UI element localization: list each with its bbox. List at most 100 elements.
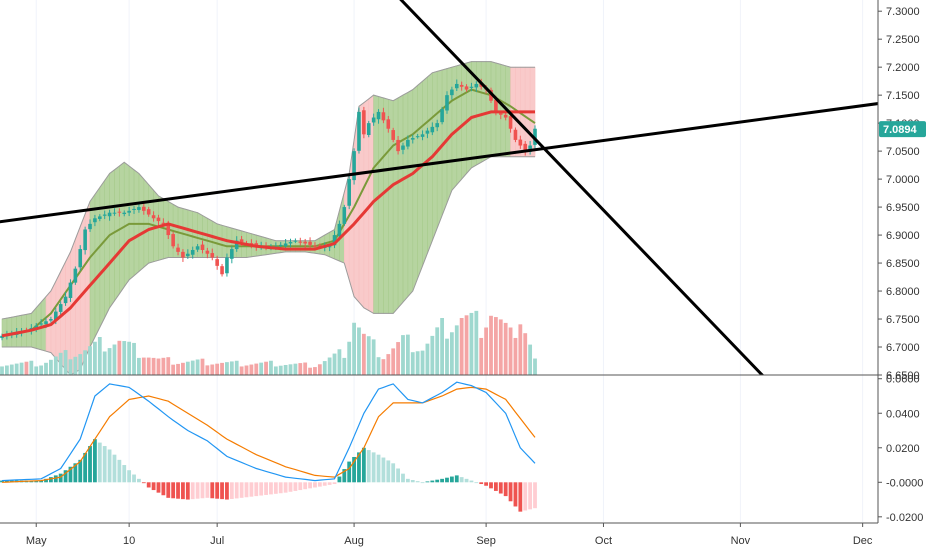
time-axis[interactable]: May 10 Jul Aug Sep Oct Nov Dec (26, 523, 873, 547)
macd-histogram-bar (352, 456, 356, 483)
candle-body (78, 249, 83, 268)
volume-bar (449, 332, 454, 375)
macd-histogram-bar (269, 482, 273, 495)
macd-histogram-bar (469, 480, 474, 483)
volume-bar (44, 362, 48, 375)
candle-body (112, 212, 117, 214)
macd-histogram-bar (322, 482, 327, 486)
band-segment (216, 223, 223, 258)
volume-bar (83, 350, 88, 375)
volume-bar (361, 333, 366, 375)
current-price-badge: 7.0894 (879, 121, 926, 138)
band-segment (378, 96, 384, 314)
macd-histogram-bar (303, 482, 308, 490)
band-segment (1, 317, 8, 348)
band-segment (89, 193, 96, 348)
candle-body (137, 207, 141, 210)
falling-trendline[interactable] (393, 0, 765, 378)
volume-bar (29, 360, 34, 375)
current-price-badge-background (879, 121, 926, 138)
macd-histogram-bar (454, 475, 459, 483)
macd-histogram-bar (425, 481, 430, 483)
macd-histogram-bar (181, 482, 185, 500)
macd-histogram-bar (518, 482, 523, 512)
volume-bar (366, 336, 371, 375)
candle-body (49, 319, 53, 321)
volume-bar (259, 362, 264, 375)
volume-bar (464, 315, 469, 375)
volume-bar (127, 341, 132, 375)
volume-bar (249, 364, 254, 375)
macd-histogram-bar (528, 482, 533, 510)
candle-body (508, 116, 513, 129)
band-segment (6, 316, 13, 348)
volume-bar (528, 344, 533, 375)
volume-bar (440, 318, 444, 375)
candle-body (498, 113, 503, 115)
macd-histogram-bar (347, 461, 352, 483)
volume-bar (420, 350, 425, 375)
candle-body (401, 145, 405, 150)
macd-histogram-bar (102, 446, 107, 483)
band-segment (456, 63, 462, 186)
volume-bar (117, 340, 122, 375)
volume-bar (410, 352, 415, 375)
macd-histogram-bar (151, 482, 156, 491)
macd-histogram-bar (249, 482, 254, 497)
candle-body (161, 222, 166, 224)
macd-histogram-bar (391, 463, 396, 483)
volume-bars (0, 310, 537, 375)
macd-histogram (0, 439, 537, 512)
macd-histogram-bar (410, 479, 415, 483)
volume-bar (317, 364, 322, 375)
macd-histogram-bar (229, 482, 234, 499)
volume-bar (88, 346, 92, 375)
volume-bar (19, 362, 24, 375)
candle-body (337, 223, 342, 237)
volume-bar (34, 366, 39, 375)
current-price-label: 7.0894 (883, 124, 918, 136)
candle-body (190, 250, 195, 255)
candle-body (318, 245, 322, 247)
macd-histogram-bar (122, 465, 127, 483)
macd-histogram-bar (200, 482, 205, 499)
candle-body (107, 212, 112, 217)
macd-histogram-bar (112, 454, 117, 483)
macd-histogram-bar (313, 482, 317, 488)
candle-body (518, 139, 523, 146)
volume-bar (151, 357, 156, 375)
candle-body (176, 247, 180, 252)
volume-bar (97, 337, 102, 375)
macd-histogram-bar (239, 482, 244, 498)
macd-histogram-bar (68, 466, 73, 483)
price-tick-label: 6.9000 (886, 230, 920, 242)
volume-bar (24, 361, 29, 375)
candle-body (362, 110, 366, 135)
volume-bar (4, 365, 9, 375)
macd-tick-label: 0.0600 (886, 374, 920, 386)
candle-body (210, 253, 215, 258)
band-segment (11, 315, 17, 348)
volume-bar (200, 358, 205, 375)
macd-histogram-bar (73, 463, 78, 483)
macd-histogram-bar (474, 482, 479, 484)
candle-body (39, 323, 43, 325)
band-segment (104, 172, 110, 318)
candle-body (308, 241, 312, 245)
candle-body (53, 311, 58, 321)
volume-bar (474, 310, 479, 375)
volume-bar (381, 359, 386, 375)
macd-histogram-bar (225, 482, 229, 500)
candle-body (494, 99, 498, 112)
macd-axis[interactable]: 0.0600 0.0400 0.0200 -0.0000 -0.0200 (878, 374, 923, 524)
candle-body (415, 136, 420, 138)
volume-bar (288, 364, 293, 375)
candle-body (366, 123, 371, 135)
price-tick-label: 6.9500 (886, 202, 920, 214)
volume-bar (298, 363, 303, 375)
rising-trendline[interactable] (0, 102, 882, 224)
volume-bar (185, 361, 190, 375)
macd-histogram-bar (107, 449, 112, 483)
macd-histogram-bar (317, 482, 322, 487)
